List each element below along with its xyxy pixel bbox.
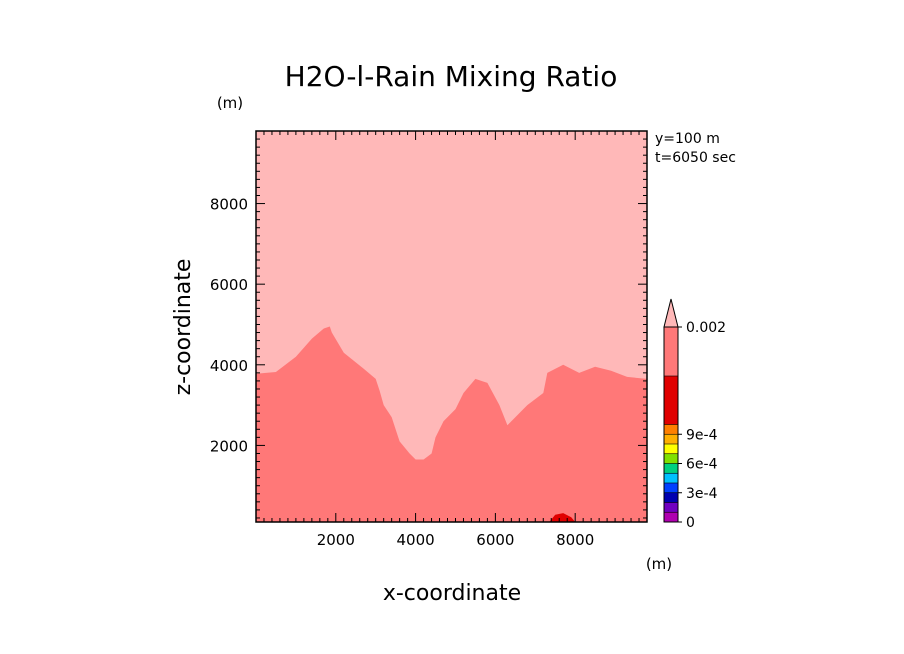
colorbar-label: 6e-4 <box>686 457 718 473</box>
y-axis-label: z-coordinate <box>171 259 196 396</box>
contour-regions <box>256 131 647 522</box>
y-tick-label: 6000 <box>210 276 248 294</box>
y-tick-label: 2000 <box>210 437 248 455</box>
y-tick-labels: 2000 4000 6000 8000 <box>210 196 248 456</box>
colorbar-swatch <box>664 492 678 503</box>
colorbar-swatch <box>664 463 678 474</box>
colorbar-swatch <box>664 502 678 513</box>
x-tick-label: 8000 <box>556 531 594 549</box>
x-tick-label: 2000 <box>317 531 355 549</box>
colorbar-swatch <box>664 376 678 425</box>
axis-ticks <box>256 131 647 522</box>
colorbar-swatch <box>664 434 678 444</box>
plot-frame <box>255 130 648 523</box>
x-axis-label: x-coordinate <box>383 581 521 606</box>
chart-title: H2O-l-Rain Mixing Ratio <box>285 60 618 93</box>
colorbar-swatch <box>664 327 678 376</box>
colorbar-label: 0.002 <box>686 320 726 336</box>
colorbar: 0.002 9e-4 6e-4 3e-4 0 <box>663 298 726 531</box>
colorbar-label: 3e-4 <box>686 486 718 502</box>
info-line-t: t=6050 sec <box>655 150 736 166</box>
y-tick-label: 8000 <box>210 196 248 214</box>
colorbar-swatch <box>664 444 678 454</box>
x-axis-unit: (m) <box>646 555 672 573</box>
info-line-y: y=100 m <box>655 131 720 147</box>
colorbar-swatch <box>664 512 678 522</box>
colorbar-swatch <box>664 453 678 464</box>
x-tick-labels: 2000 4000 6000 8000 <box>317 531 595 549</box>
colorbar-swatch <box>664 473 678 483</box>
region-2 <box>549 513 576 522</box>
x-tick-label: 4000 <box>396 531 434 549</box>
x-tick-label: 6000 <box>476 531 514 549</box>
colorbar-swatch <box>664 483 678 493</box>
colorbar-label: 0 <box>686 515 695 531</box>
y-tick-label: 4000 <box>210 357 248 375</box>
region-1 <box>256 326 647 522</box>
colorbar-label: 9e-4 <box>686 427 718 443</box>
colorbar-swatch <box>664 424 678 435</box>
y-axis-unit: (m) <box>217 94 243 112</box>
colorbar-arrow <box>663 298 679 328</box>
